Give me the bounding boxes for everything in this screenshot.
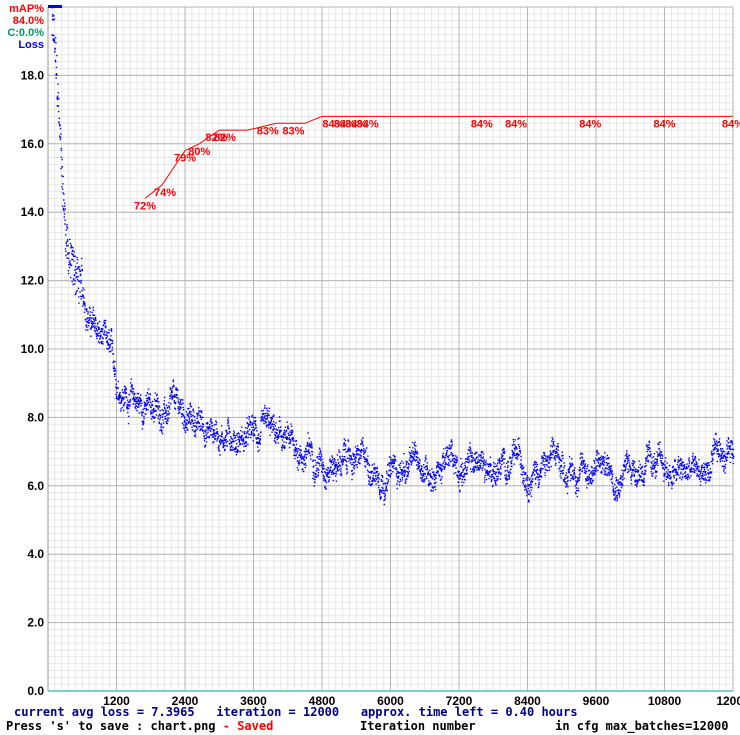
- map-data-label: 84%: [322, 118, 344, 130]
- status-avg-loss: current avg loss = 7.3965: [14, 705, 195, 719]
- status-save-hint: Press 's' to save : chart.png: [6, 719, 216, 733]
- status-saved: - Saved: [222, 719, 274, 733]
- status-line-1: current avg loss = 7.3965 iteration = 12…: [14, 705, 578, 719]
- map-data-label: 79%: [174, 153, 196, 165]
- chart-legend: mAP% 84.0% C:0.0% Loss: [4, 3, 44, 51]
- y-tick-label: 10.0: [21, 342, 45, 356]
- x-tick-label: 1200: [103, 694, 130, 708]
- chart-tick-labels: 0.0 2.0 4.0 6.0 8.0 10.0 12.0 14.0 16.0 18.0 1200 2…: [21, 68, 740, 708]
- x-tick-label: 10800: [648, 694, 682, 708]
- map-data-label: 84%: [505, 118, 527, 130]
- y-tick-label: 2.0: [27, 616, 44, 630]
- x-tick-label: 8400: [514, 694, 541, 708]
- map-data-label: 83%: [282, 125, 304, 137]
- y-tick-label: 16.0: [21, 137, 45, 151]
- map-data-label: 82%: [205, 132, 227, 144]
- map-line: [144, 115, 733, 199]
- y-tick-label: 4.0: [27, 547, 44, 561]
- map-data-label: 80%: [188, 146, 210, 158]
- legend-class-label: C:0.0%: [7, 27, 44, 39]
- map-data-label: 82%: [214, 132, 236, 144]
- loss-points: [51, 7, 735, 506]
- map-data-label: 84%: [722, 118, 740, 130]
- x-tick-label: 2400: [172, 694, 199, 708]
- legend-map-label: mAP%: [9, 3, 44, 15]
- map-data-label: 84%: [579, 118, 601, 130]
- y-tick-label: 12.0: [21, 274, 45, 288]
- legend-loss-label: Loss: [18, 39, 44, 51]
- status-xlabel: Iteration number: [360, 719, 476, 733]
- map-data-label: 74%: [154, 187, 176, 199]
- chart-axes: [47, 7, 733, 692]
- map-data-label: 84%: [345, 118, 367, 130]
- y-tick-label: 0.0: [27, 684, 44, 698]
- map-series: [144, 115, 733, 199]
- map-data-label: 84%: [471, 118, 493, 130]
- x-tick-label: 4800: [309, 694, 336, 708]
- legend-map-value: 84.0%: [12, 15, 44, 27]
- chart-grid: [47, 6, 734, 692]
- map-data-labels: 72%74%79%80%82%82%83% 83%84%84%84%84% 84% 8…: [134, 118, 740, 212]
- loss-start-marker: [48, 5, 62, 8]
- status-max-batches: in cfg max_batches=12000: [555, 719, 729, 733]
- x-tick-label: 6000: [377, 694, 404, 708]
- y-tick-label: 8.0: [27, 410, 44, 424]
- x-tick-label: 7200: [446, 694, 473, 708]
- map-data-label: 72%: [134, 201, 156, 213]
- map-data-label: 84%: [653, 118, 675, 130]
- map-data-label: 84%: [334, 118, 356, 130]
- y-tick-label: 6.0: [27, 479, 44, 493]
- x-tick-label: 12000: [716, 694, 740, 708]
- map-data-label: 83%: [257, 125, 279, 137]
- y-tick-label: 18.0: [21, 68, 45, 82]
- x-tick-label: 3600: [240, 694, 267, 708]
- status-line-2: Press 's' to save : chart.png - Saved It…: [6, 719, 729, 733]
- x-tick-label: 9600: [583, 694, 610, 708]
- map-data-label: 84%: [357, 118, 379, 130]
- status-time-left: approx. time left = 0.40 hours: [360, 705, 578, 719]
- y-tick-label: 14.0: [21, 205, 45, 219]
- loss-series: [48, 5, 735, 506]
- status-iteration: iteration = 12000: [216, 705, 340, 719]
